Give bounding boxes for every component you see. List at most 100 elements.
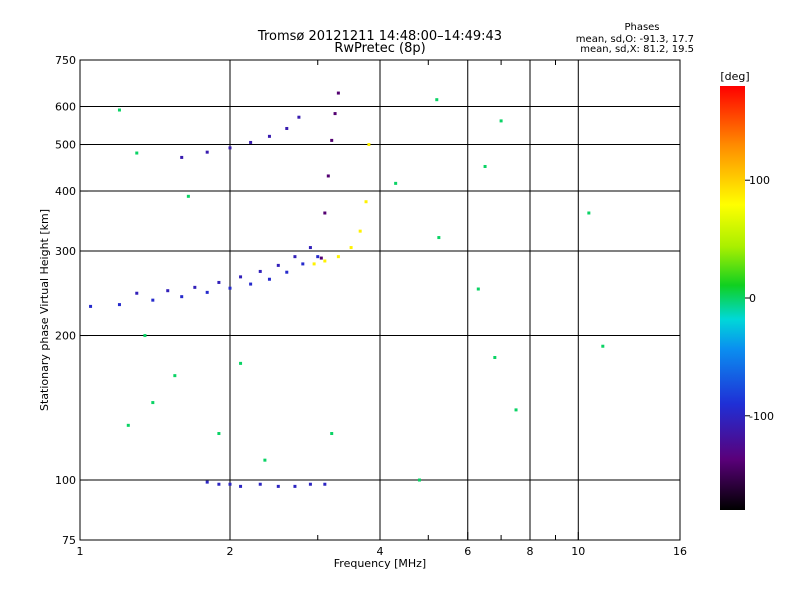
data-point	[601, 344, 605, 348]
y-tick-label: 750	[55, 54, 76, 67]
y-tick-label: 75	[62, 534, 76, 547]
data-point	[336, 255, 340, 259]
data-point	[217, 482, 221, 486]
data-point	[143, 334, 147, 338]
chart-title: Tromsø 20121211 14:48:00–14:49:43	[257, 29, 502, 44]
data-point	[117, 303, 121, 307]
data-point	[349, 246, 353, 250]
colorbar-ticks: -100 0 100	[745, 174, 774, 423]
data-point	[587, 211, 591, 215]
x-tick-label: 10	[571, 545, 585, 558]
phases-x-line: mean, sd,X: 81.2, 19.5	[580, 44, 694, 55]
data-point	[217, 432, 221, 436]
x-tick-label: 2	[227, 545, 234, 558]
colorbar-tick-label: 0	[749, 292, 756, 305]
data-point	[323, 482, 327, 486]
data-point	[228, 146, 232, 150]
data-point	[285, 126, 289, 130]
data-point	[435, 98, 439, 102]
data-point	[514, 408, 518, 412]
data-point	[239, 361, 243, 365]
data-point	[333, 112, 337, 116]
x-tick-label: 4	[377, 545, 384, 558]
data-point	[476, 287, 480, 291]
y-tick-label: 600	[55, 101, 76, 114]
data-point	[205, 480, 209, 484]
y-tick-label: 400	[55, 185, 76, 198]
data-point	[173, 374, 177, 378]
data-point	[301, 262, 305, 266]
data-point	[205, 290, 209, 294]
data-point	[394, 181, 398, 185]
data-point	[258, 482, 262, 486]
data-point	[285, 270, 289, 274]
data-point	[135, 291, 139, 295]
x-axis: 1 2 4 6 8 10 16	[77, 60, 687, 558]
data-point	[336, 91, 340, 95]
data-point	[330, 432, 334, 436]
data-points	[89, 91, 605, 488]
data-point	[258, 269, 262, 273]
data-point	[437, 236, 441, 240]
x-tick-label: 8	[527, 545, 534, 558]
x-tick-label: 6	[464, 545, 471, 558]
data-point	[319, 256, 323, 260]
y-tick-label: 200	[55, 330, 76, 343]
grid-lines	[80, 60, 680, 540]
data-point	[308, 482, 312, 486]
data-point	[293, 484, 297, 488]
phases-summary: Phases mean, sd,O: -91.3, 17.7 mean, sd,…	[576, 22, 694, 55]
data-point	[417, 478, 421, 482]
data-point	[308, 246, 312, 250]
data-point	[180, 295, 184, 299]
data-point	[330, 138, 334, 142]
data-point	[293, 255, 297, 259]
data-point	[267, 277, 271, 281]
data-point	[180, 155, 184, 159]
data-point	[126, 423, 130, 427]
y-tick-label: 500	[55, 139, 76, 152]
data-point	[276, 484, 280, 488]
x-axis-label: Frequency [MHz]	[334, 557, 426, 570]
data-point	[316, 255, 320, 259]
data-point	[193, 285, 197, 289]
data-point	[151, 401, 155, 405]
data-point	[228, 482, 232, 486]
data-point	[117, 108, 121, 112]
x-tick-label: 16	[673, 545, 687, 558]
data-point	[89, 304, 93, 308]
data-point	[276, 263, 280, 267]
data-point	[267, 134, 271, 138]
data-point	[483, 164, 487, 168]
colorbar	[720, 86, 745, 510]
phases-o-line: mean, sd,O: -91.3, 17.7	[576, 34, 694, 45]
colorbar-tick-label: 100	[749, 174, 770, 187]
data-point	[249, 282, 253, 286]
data-point	[312, 262, 316, 266]
y-tick-label: 100	[55, 474, 76, 487]
data-point	[249, 140, 253, 144]
colorbar-label: [deg]	[720, 70, 749, 83]
data-point	[151, 298, 155, 302]
chart-subtitle: RwPretec (8p)	[334, 41, 425, 56]
data-point	[217, 280, 221, 284]
data-point	[205, 150, 209, 154]
data-point	[166, 289, 170, 293]
phases-heading: Phases	[624, 22, 659, 33]
colorbar-tick-label: -100	[749, 410, 774, 423]
data-point	[323, 211, 327, 215]
y-axis-label: Stationary phase Virtual Height [km]	[38, 209, 51, 411]
data-point	[228, 286, 232, 290]
x-tick-label: 1	[77, 545, 84, 558]
data-point	[364, 200, 368, 204]
data-point	[239, 484, 243, 488]
y-tick-label: 300	[55, 245, 76, 258]
data-point	[186, 194, 190, 198]
data-point	[135, 151, 139, 155]
y-axis: 75 100 200 300 400 500 600 750	[55, 54, 88, 547]
data-point	[358, 229, 362, 233]
data-point	[493, 355, 497, 359]
data-point	[239, 275, 243, 279]
data-point	[263, 458, 267, 462]
